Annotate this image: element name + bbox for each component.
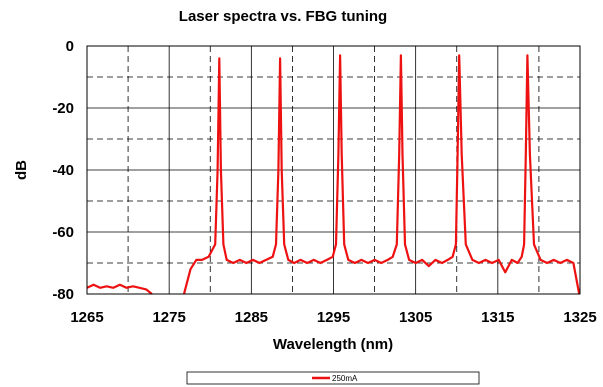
legend-box xyxy=(186,371,480,385)
x-tick-labels: 1265 1275 1285 1295 1305 1315 1325 xyxy=(70,309,596,326)
plot-area xyxy=(86,45,581,295)
x-tick-label: 1315 xyxy=(481,309,514,326)
y-tick-label: -40 xyxy=(52,162,74,179)
legend: 250mA xyxy=(186,371,480,385)
y-tick-label: 0 xyxy=(66,38,74,55)
y-tick-label: -80 xyxy=(52,286,74,303)
y-tick-label: -60 xyxy=(52,224,74,241)
series-line xyxy=(182,54,581,295)
y-axis-label: dB xyxy=(13,160,30,180)
x-tick-label: 1285 xyxy=(235,309,268,326)
y-tick-label: -20 xyxy=(52,100,74,117)
x-tick-label: 1325 xyxy=(563,309,596,326)
x-tick-label: 1305 xyxy=(399,309,432,326)
series-line xyxy=(86,283,153,295)
series-layer xyxy=(86,54,581,295)
y-tick-labels: 0 -20 -40 -60 -80 xyxy=(52,38,74,303)
x-axis-label: Wavelength (nm) xyxy=(273,336,393,353)
legend-label: 250mA xyxy=(332,374,358,383)
chart-title: Laser spectra vs. FBG tuning xyxy=(179,8,387,25)
x-tick-label: 1295 xyxy=(317,309,350,326)
x-tick-label: 1275 xyxy=(152,309,185,326)
x-tick-label: 1265 xyxy=(70,309,103,326)
